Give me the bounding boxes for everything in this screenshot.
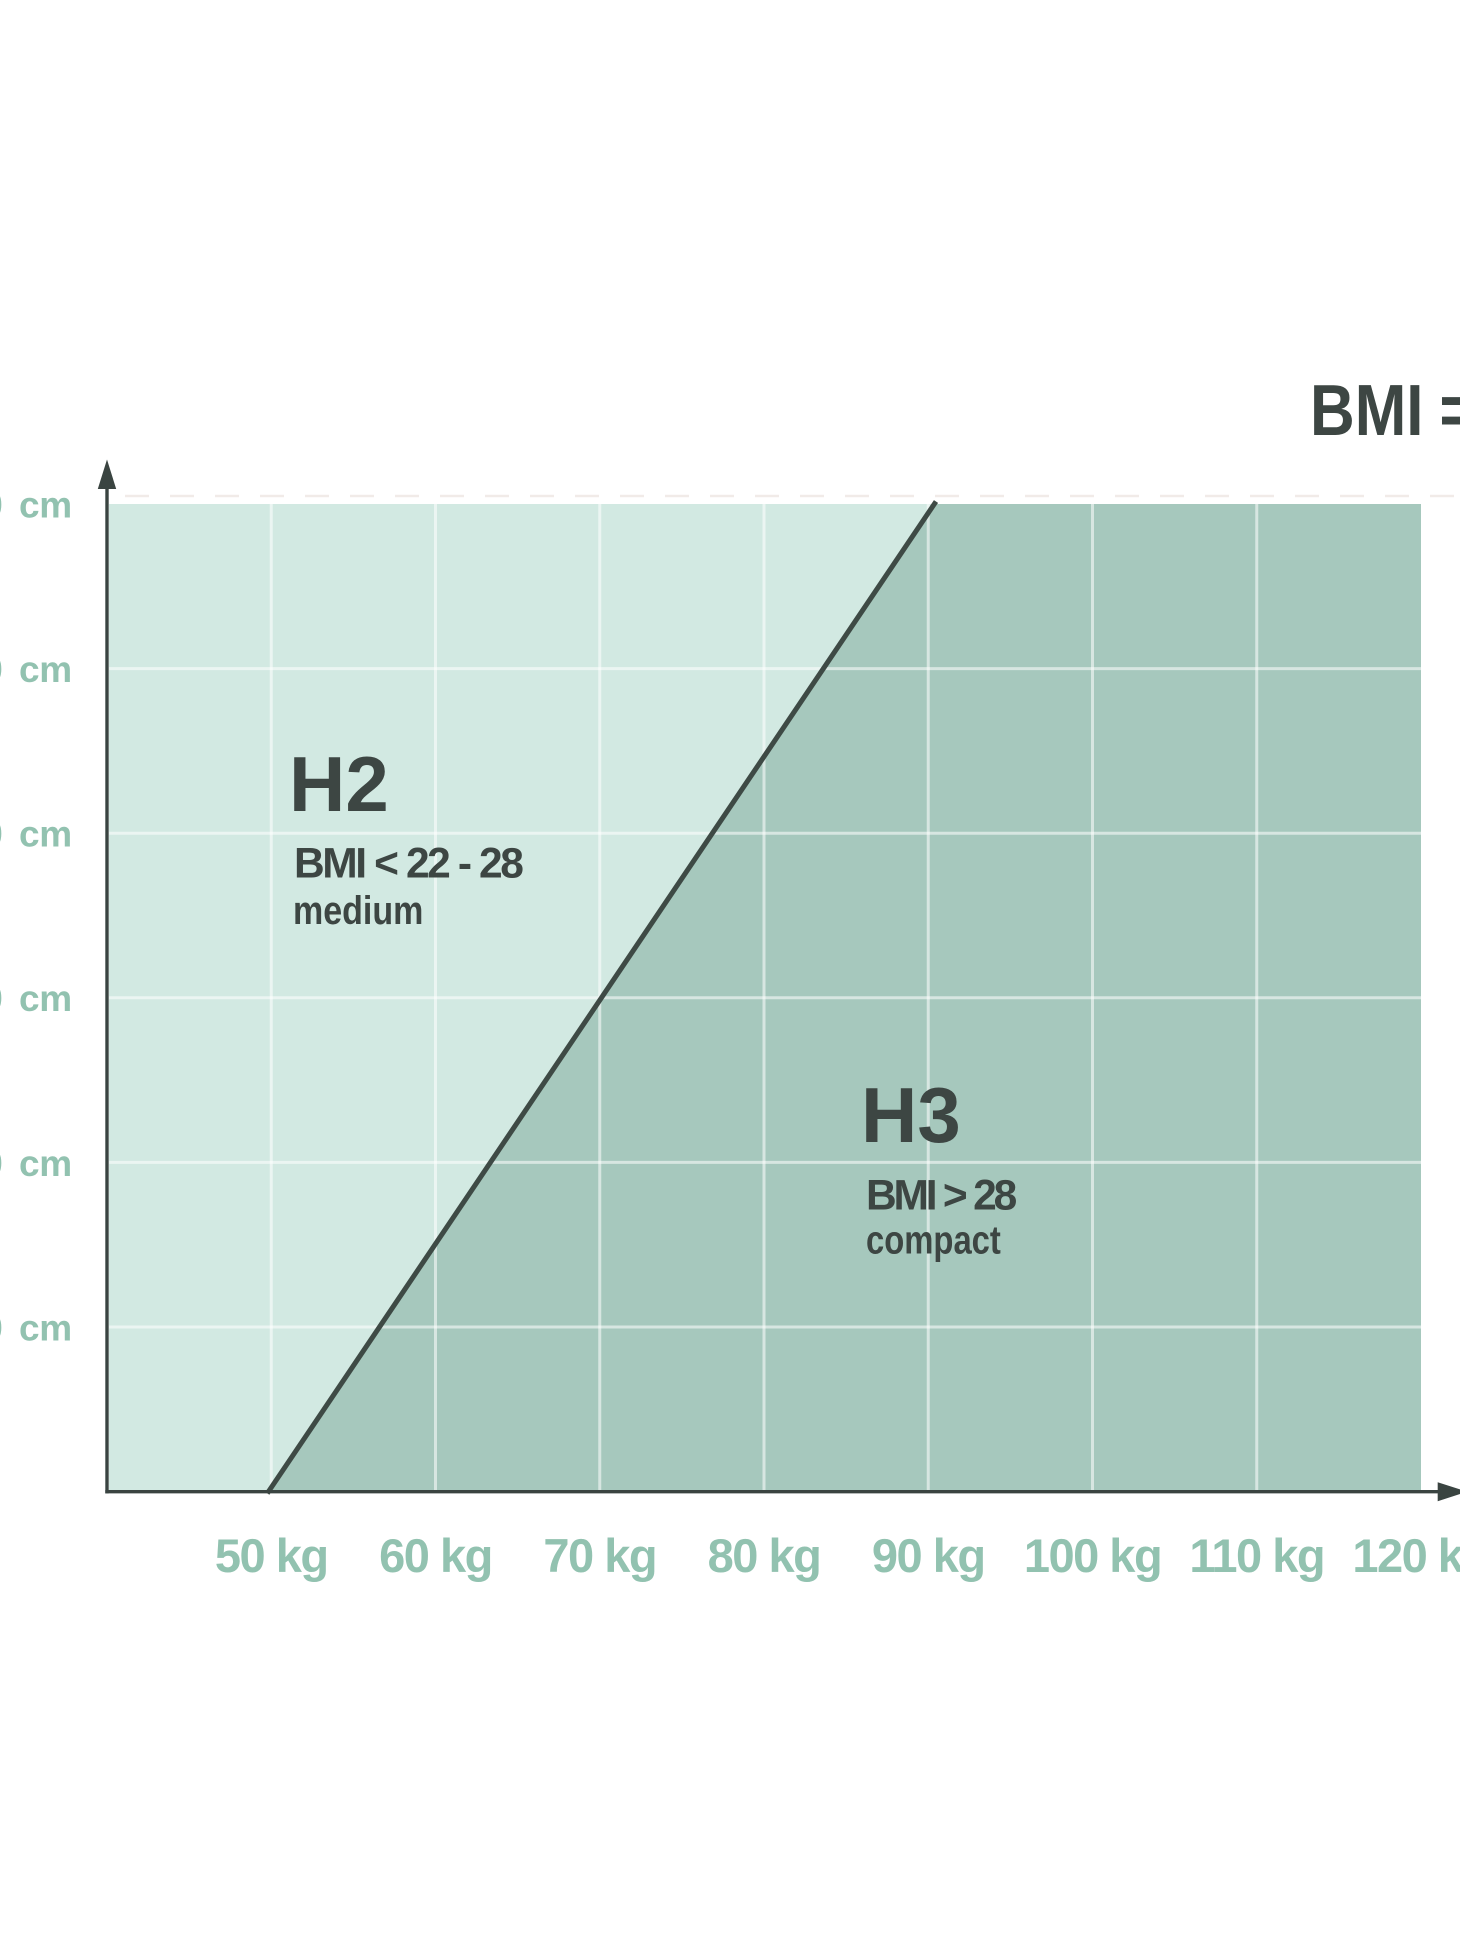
svg-text:cm: cm <box>19 485 72 526</box>
svg-text:H3: H3 <box>861 1071 961 1159</box>
svg-text:50 kg: 50 kg <box>215 1529 328 1582</box>
svg-text:compact: compact <box>866 1217 1001 1262</box>
svg-text:cm: cm <box>19 978 72 1019</box>
svg-text:cm: cm <box>19 1308 72 1349</box>
svg-text:120 kg: 120 kg <box>1352 1529 1460 1582</box>
svg-text:cm: cm <box>19 1143 72 1184</box>
svg-text:100 kg: 100 kg <box>1024 1529 1161 1582</box>
svg-text:170: 170 <box>0 1143 3 1184</box>
svg-text:190: 190 <box>0 814 3 855</box>
svg-text:90 kg: 90 kg <box>872 1529 985 1582</box>
svg-text:110 kg: 110 kg <box>1189 1529 1324 1582</box>
svg-text:H2: H2 <box>289 740 389 828</box>
svg-text:60 kg: 60 kg <box>379 1529 492 1582</box>
svg-text:180: 180 <box>0 978 3 1019</box>
svg-text:cm: cm <box>19 814 72 855</box>
svg-text:210: 210 <box>0 485 3 526</box>
svg-text:80 kg: 80 kg <box>708 1529 821 1582</box>
svg-text:BMI > 28: BMI > 28 <box>866 1173 1017 1220</box>
svg-text:BMI < 22 - 28: BMI < 22 - 28 <box>294 841 523 888</box>
svg-text:=: = <box>1439 371 1460 451</box>
svg-text:BMI: BMI <box>1310 371 1423 451</box>
svg-text:160: 160 <box>0 1308 3 1349</box>
svg-text:cm: cm <box>19 649 72 690</box>
svg-text:70 kg: 70 kg <box>543 1529 656 1582</box>
svg-text:medium: medium <box>293 887 423 932</box>
svg-text:200: 200 <box>0 649 3 690</box>
